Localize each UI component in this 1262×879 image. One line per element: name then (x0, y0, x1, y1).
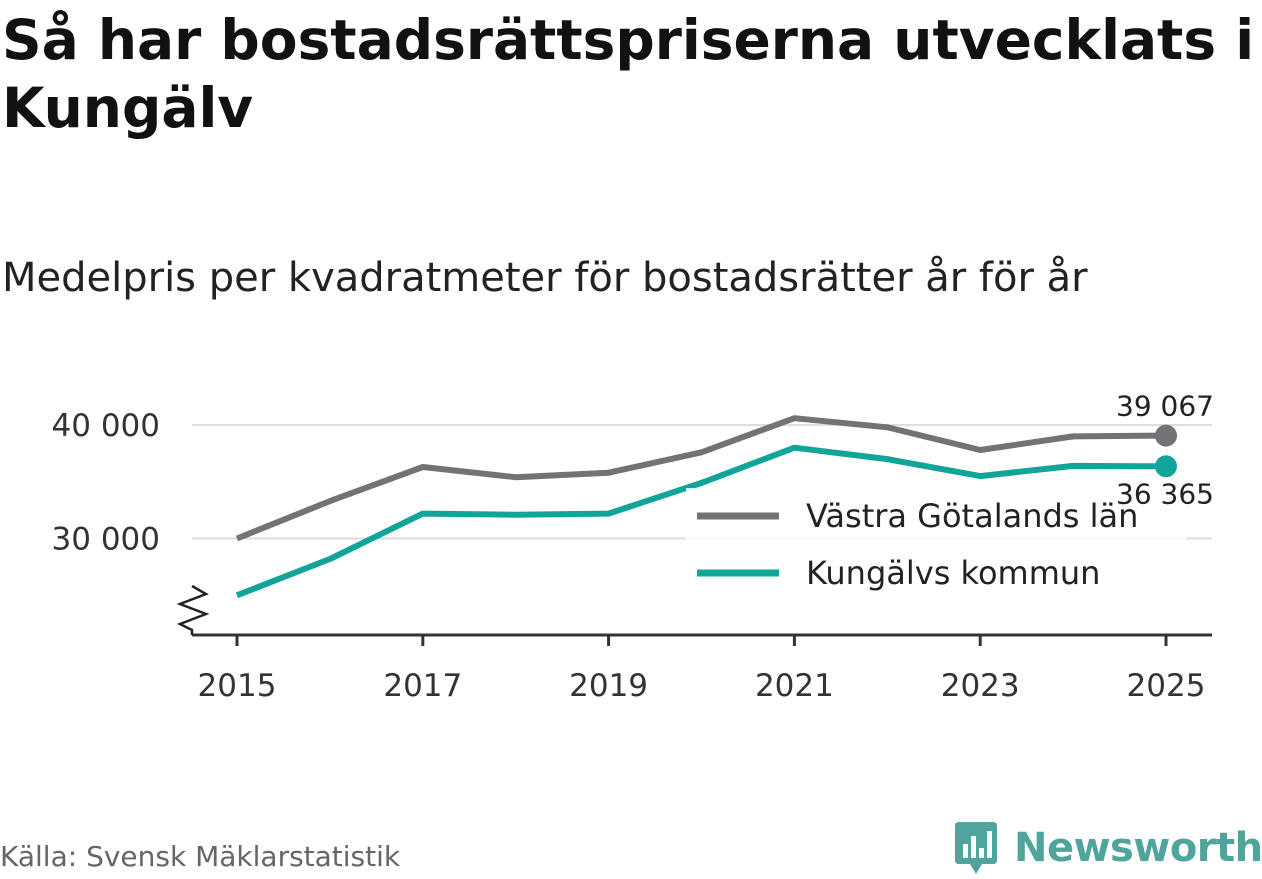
series-line-kungalv (235, 444, 1167, 599)
brand-name: Newsworthy (1014, 825, 1262, 871)
legend-label: Kungälvs kommun (806, 554, 1100, 592)
x-tick-label: 2025 (1127, 668, 1206, 704)
x-axis: 2015 2017 2019 2021 2023 2025 (176, 584, 1212, 704)
x-tick-label: 2021 (755, 668, 834, 704)
newsworthy-logo-icon (955, 822, 997, 874)
x-tick-label: 2015 (198, 668, 277, 704)
chart-title: Så har bostadsrättspriserna utvecklats i… (2, 8, 1255, 140)
y-axis-ticks: 30 000 40 000 (52, 408, 160, 558)
x-tick-label: 2023 (941, 668, 1020, 704)
end-value-label: 39 067 (1116, 390, 1214, 423)
y-axis-break-icon (176, 584, 210, 635)
legend: Västra Götalands län Kungälvs kommun (686, 488, 1186, 598)
legend-label: Västra Götalands län (806, 497, 1138, 535)
series-line-vastra-gotaland (235, 415, 1167, 542)
end-labels: 39 067 36 365 (1116, 390, 1214, 511)
series-lines (235, 415, 1167, 599)
y-tick-label: 40 000 (52, 408, 160, 444)
chart-subtitle: Medelpris per kvadratmeter för bostadsrä… (2, 255, 1088, 301)
end-point (1155, 455, 1177, 478)
end-point (1155, 424, 1177, 447)
x-tick-label: 2017 (383, 668, 462, 704)
line-chart: 30 000 40 000 Västra Götalands län Kungälv… (52, 390, 1214, 704)
x-tick-label: 2019 (569, 668, 648, 704)
end-value-label: 36 365 (1116, 477, 1214, 510)
legend-background (686, 488, 1186, 598)
y-tick-label: 30 000 (52, 522, 160, 558)
brand-logo: Newsworthy (952, 818, 1262, 878)
source-note: Källa: Svensk Mäklarstatistik (0, 840, 401, 873)
